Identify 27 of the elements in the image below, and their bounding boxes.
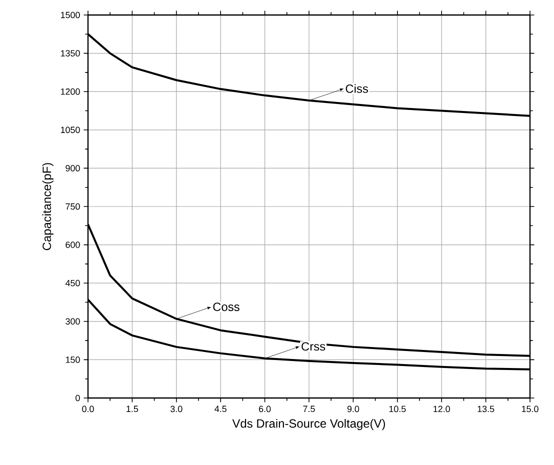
y-tick-label: 1500 — [60, 12, 80, 18]
y-axis-title: Capacitance(pF) — [42, 163, 54, 250]
y-tick-label: 600 — [66, 242, 80, 248]
y-tick-label: 1200 — [60, 88, 80, 95]
x-tick-label: 12.0 — [434, 406, 450, 412]
x-tick-label: 13.5 — [478, 406, 494, 412]
y-tick-label: 1050 — [60, 126, 80, 134]
y-tick-label: 0 — [76, 394, 80, 402]
x-tick-label: 3.0 — [170, 406, 182, 412]
y-tick-label: 750 — [66, 203, 80, 210]
x-tick-label: 0.0 — [82, 406, 94, 412]
x-tick-label: 1.5 — [126, 406, 138, 412]
y-tick-label: 150 — [66, 356, 80, 363]
x-tick-label: 15.0 — [522, 406, 538, 412]
y-tick-label: 300 — [66, 318, 80, 325]
x-tick-label: 9.0 — [347, 406, 360, 412]
legend-label: Coss — [213, 302, 240, 312]
legend-label: Crss — [302, 342, 326, 351]
y-tick-label: 900 — [66, 165, 80, 172]
x-tick-label: 10.5 — [389, 406, 406, 412]
x-tick-label: 4.5 — [214, 406, 226, 412]
y-tick-label: 1350 — [60, 50, 80, 56]
x-tick-label: 6.0 — [259, 406, 271, 412]
legend-label: Ciss — [346, 84, 368, 93]
x-axis-title: Vds Drain-Source Voltage(V) — [232, 418, 385, 430]
x-tick-label: 7.5 — [303, 406, 315, 412]
y-tick-label: 450 — [65, 280, 80, 286]
